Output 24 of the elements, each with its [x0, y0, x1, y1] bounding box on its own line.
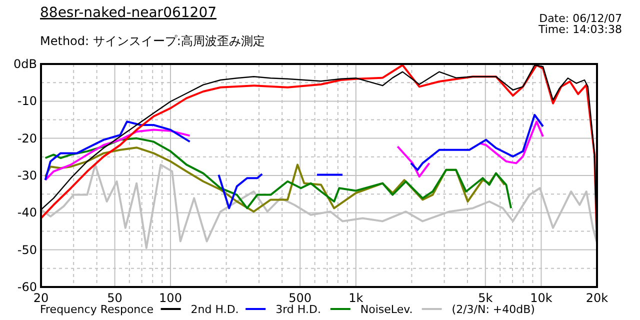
chart-subtitle: Method: サインスイープ:高周波歪み測定 — [40, 34, 265, 48]
legend-label: NoiseLev. — [360, 303, 413, 316]
x-tick-label: 10k — [530, 291, 552, 305]
y-tick-label: -30 — [17, 168, 37, 182]
y-tick-label: -50 — [17, 242, 37, 257]
text: Time: 14:03:38 — [537, 23, 622, 36]
x-tick-label: 500 — [288, 291, 312, 305]
y-tick-label: -20 — [17, 131, 37, 146]
legend-label: 2nd H.D. — [190, 303, 239, 316]
x-tick-label: 20 — [33, 291, 49, 305]
x-tick-label: 100 — [159, 291, 182, 305]
y-tick-label: -60 — [17, 280, 37, 294]
y-tick-label: 0dB — [14, 57, 37, 71]
x-tick-label: 50 — [107, 291, 122, 305]
x-tick-label: 1k — [348, 291, 364, 305]
x-tick-label: 20k — [586, 291, 608, 305]
x-tick-label: 5k — [478, 291, 493, 305]
text: Date: 06/12/07 — [539, 12, 622, 25]
text: (2/3/N: +40dB) — [452, 303, 535, 316]
y-tick-label: -40 — [17, 206, 37, 220]
legend-label: Frequency Responce — [40, 303, 154, 316]
y-tick-label: -10 — [17, 94, 37, 108]
legend-label: 3rd H.D. — [276, 303, 321, 316]
chart-title: 88esr-naked-near061207 — [40, 5, 217, 21]
